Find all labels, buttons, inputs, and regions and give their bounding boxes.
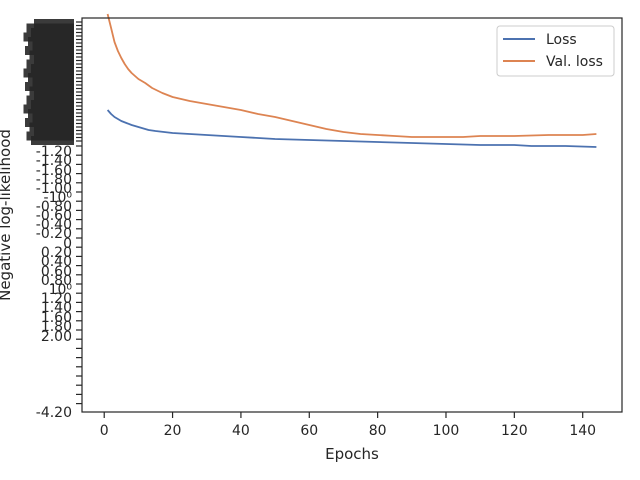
y-tick-label: -10⁰	[44, 190, 73, 206]
x-tick-label: 40	[232, 423, 250, 439]
x-tick-label: 80	[369, 423, 387, 439]
x-tick-label: 60	[300, 423, 318, 439]
series-lines	[106, 13, 597, 148]
x-axis-tick-labels: 0 20 40 60 80 100 120 140	[100, 423, 596, 439]
y-tick-label: 0.40	[41, 254, 72, 270]
plot-frame	[81, 17, 623, 413]
legend-label-loss: Loss	[546, 32, 577, 48]
y-tick-label: -1.40	[36, 153, 72, 169]
y-tick-label: -4.20	[36, 405, 72, 421]
y-tick-label: -0.80	[36, 199, 72, 215]
x-axis-ticks	[103, 412, 584, 418]
y-tick-label: -1.20	[36, 144, 72, 160]
y-tick-label: 0.60	[41, 264, 72, 280]
y-tick-label: 2.00	[41, 329, 72, 345]
y-tick-label: -0.40	[36, 217, 72, 233]
plot-background	[82, 18, 622, 412]
x-tick-label: 140	[569, 423, 596, 439]
series-line-val-loss	[106, 13, 597, 138]
y-tick-label-overlap	[31, 136, 74, 145]
y-tick-label: 0	[63, 236, 72, 252]
y-tick-label: 1.60	[41, 310, 72, 326]
y-tick-label: -0.60	[36, 208, 72, 224]
legend-label-val-loss: Val. loss	[546, 54, 603, 70]
y-axis-tick-labels: -1.20-1.40-1.60-1.80-1.00-10⁰-0.80-0.60-…	[23, 19, 74, 421]
y-tick-label: -1.80	[36, 172, 72, 188]
y-tick-label: 10⁰	[49, 282, 73, 298]
x-tick-label: 120	[501, 423, 528, 439]
y-tick-label: 0.20	[41, 245, 72, 261]
y-tick-label: 0.80	[41, 273, 72, 289]
y-tick-label: 1.80	[41, 319, 72, 335]
y-tick-label: -1.60	[36, 163, 72, 179]
x-axis-title: Epochs	[325, 445, 379, 463]
legend: Loss Val. loss	[496, 25, 615, 77]
y-tick-label: -0.20	[36, 226, 72, 242]
y-axis-ticks	[76, 21, 82, 405]
x-tick-label: 100	[433, 423, 460, 439]
series-line-loss	[106, 109, 597, 148]
x-tick-label: 0	[100, 423, 109, 439]
y-tick-label: 1.20	[41, 291, 72, 307]
x-tick-label: 20	[164, 423, 182, 439]
y-tick-label: 1.40	[41, 300, 72, 316]
y-axis-title: Negative log-likelihood	[0, 129, 14, 301]
y-tick-label: -1.00	[36, 181, 72, 197]
y-tick-label-clutter	[23, 19, 74, 145]
